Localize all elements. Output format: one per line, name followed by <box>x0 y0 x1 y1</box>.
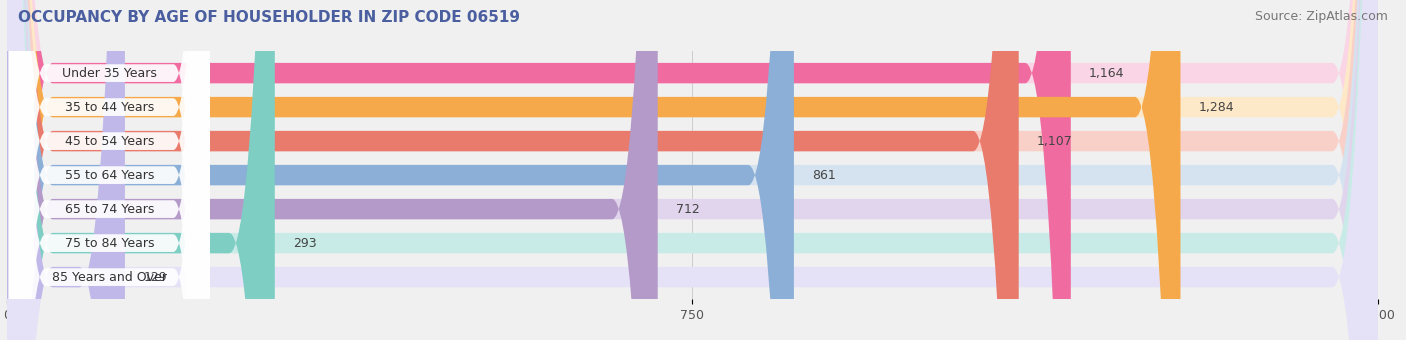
Text: 861: 861 <box>813 169 837 182</box>
FancyBboxPatch shape <box>7 0 1378 340</box>
FancyBboxPatch shape <box>7 0 1181 340</box>
FancyBboxPatch shape <box>7 0 658 340</box>
FancyBboxPatch shape <box>8 0 209 340</box>
FancyBboxPatch shape <box>7 0 1071 340</box>
Text: 35 to 44 Years: 35 to 44 Years <box>65 101 155 114</box>
Text: 1,284: 1,284 <box>1199 101 1234 114</box>
FancyBboxPatch shape <box>7 0 1378 340</box>
FancyBboxPatch shape <box>8 0 209 340</box>
FancyBboxPatch shape <box>7 0 1378 340</box>
Text: 712: 712 <box>676 203 700 216</box>
Text: 75 to 84 Years: 75 to 84 Years <box>65 237 155 250</box>
Text: 55 to 64 Years: 55 to 64 Years <box>65 169 155 182</box>
Text: OCCUPANCY BY AGE OF HOUSEHOLDER IN ZIP CODE 06519: OCCUPANCY BY AGE OF HOUSEHOLDER IN ZIP C… <box>18 10 520 25</box>
Text: Source: ZipAtlas.com: Source: ZipAtlas.com <box>1254 10 1388 23</box>
FancyBboxPatch shape <box>7 0 1378 340</box>
Text: 85 Years and Over: 85 Years and Over <box>52 271 167 284</box>
FancyBboxPatch shape <box>7 0 274 340</box>
FancyBboxPatch shape <box>7 0 1378 340</box>
FancyBboxPatch shape <box>8 0 209 340</box>
Text: 65 to 74 Years: 65 to 74 Years <box>65 203 155 216</box>
FancyBboxPatch shape <box>8 0 209 340</box>
FancyBboxPatch shape <box>7 0 1019 340</box>
Text: 1,107: 1,107 <box>1038 135 1073 148</box>
Text: 45 to 54 Years: 45 to 54 Years <box>65 135 155 148</box>
FancyBboxPatch shape <box>7 0 1378 340</box>
FancyBboxPatch shape <box>8 0 209 340</box>
Text: Under 35 Years: Under 35 Years <box>62 67 157 80</box>
FancyBboxPatch shape <box>7 0 1378 340</box>
Text: 1,164: 1,164 <box>1090 67 1125 80</box>
FancyBboxPatch shape <box>8 0 209 340</box>
FancyBboxPatch shape <box>8 0 209 340</box>
FancyBboxPatch shape <box>7 0 794 340</box>
FancyBboxPatch shape <box>7 0 125 340</box>
Text: 129: 129 <box>143 271 167 284</box>
Text: 293: 293 <box>292 237 316 250</box>
